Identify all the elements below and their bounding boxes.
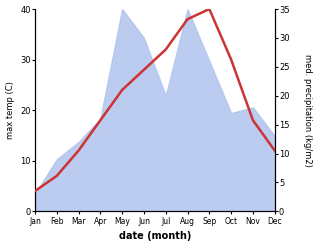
X-axis label: date (month): date (month) xyxy=(119,231,191,242)
Y-axis label: max temp (C): max temp (C) xyxy=(5,81,15,139)
Y-axis label: med. precipitation (kg/m2): med. precipitation (kg/m2) xyxy=(303,54,313,167)
